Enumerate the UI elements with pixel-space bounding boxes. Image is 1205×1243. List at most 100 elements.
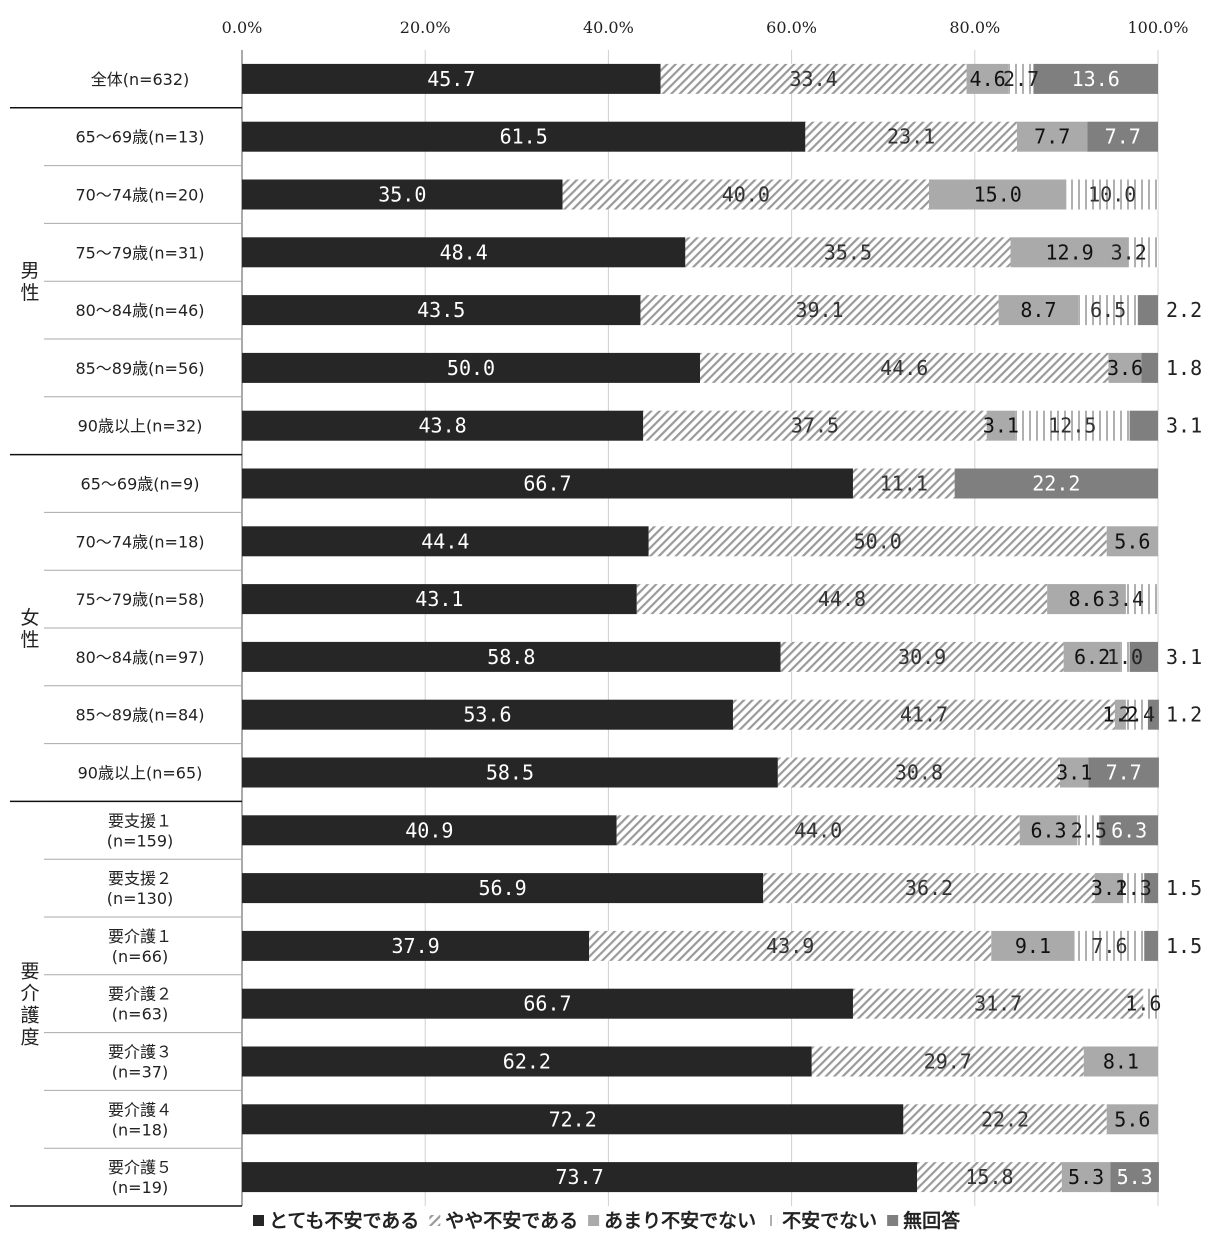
- data-label: 44.6: [880, 356, 928, 380]
- category-label: 70～74歳(n=18): [75, 532, 204, 551]
- data-label: 2.5: [1071, 818, 1107, 842]
- bar-segment-not-very-anxious: [1016, 121, 1088, 152]
- data-label: 33.4: [789, 67, 837, 91]
- data-label: 29.7: [924, 1050, 972, 1074]
- bar-segment-not-very-anxious: [1063, 641, 1121, 672]
- data-label: 44.0: [794, 818, 842, 842]
- data-label: 15.8: [965, 1165, 1013, 1189]
- bar-segment-not-anxious: [1015, 410, 1130, 441]
- bar-segment-not-anxious: [1123, 873, 1145, 904]
- data-labels: 45.7 33.4 4.62.7 13.6 61.5 23.1 7.7 7.7 35.0 40.0…: [378, 67, 1202, 1189]
- data-label: 1.0: [1107, 645, 1143, 669]
- data-label: 44.8: [818, 587, 866, 611]
- group-label-char: 性: [20, 282, 39, 304]
- bar-segment-not-very-anxious: [1106, 1104, 1158, 1135]
- bar-segment-somewhat-anxious: [589, 930, 992, 961]
- bar-segment-not-anxious: [1125, 699, 1148, 730]
- data-label: 1.5: [1166, 876, 1202, 900]
- bar-segment-no-answer: [1087, 121, 1158, 152]
- data-label: 53.6: [463, 703, 511, 727]
- bar-segment-somewhat-anxious: [852, 468, 955, 499]
- data-label: 7.7: [1106, 761, 1142, 785]
- bar-segment-very-anxious: [242, 988, 853, 1019]
- legend-swatch: [253, 1215, 264, 1226]
- bar-segment-very-anxious: [242, 121, 806, 152]
- category-label-line: (n=159): [107, 831, 174, 850]
- data-label: 36.2: [905, 876, 953, 900]
- bar-segment-somewhat-anxious: [777, 757, 1060, 788]
- category-label-line: (n=66): [112, 947, 168, 966]
- category-label-line: (n=18): [112, 1120, 168, 1139]
- data-label: 5.6: [1114, 529, 1150, 553]
- bar-segment-somewhat-anxious: [562, 179, 929, 210]
- bar-segment-somewhat-anxious: [616, 815, 1020, 846]
- category-label-line: (n=130): [107, 889, 174, 908]
- bar-segment-not-very-anxious: [1010, 237, 1129, 268]
- bars: [242, 63, 1159, 1193]
- data-label: 58.5: [486, 761, 534, 785]
- category-label-line: 要介護１: [108, 927, 172, 946]
- bar-segment-very-anxious: [242, 641, 781, 672]
- data-label: 50.0: [854, 529, 902, 553]
- data-label: 43.8: [419, 414, 467, 438]
- bar-segment-not-anxious: [1125, 584, 1158, 615]
- category-label: 要支援１(n=159): [107, 811, 174, 850]
- data-label: 8.7: [1020, 298, 1056, 322]
- category-label: 90歳以上(n=65): [78, 764, 203, 783]
- data-label: 7.7: [1105, 125, 1141, 149]
- group-label-char: 度: [20, 1027, 39, 1049]
- bar-segment-very-anxious: [242, 352, 700, 383]
- data-label: 8.1: [1103, 1050, 1139, 1074]
- legend-label: 不安でない: [782, 1209, 877, 1232]
- group-label: 要介護度: [20, 961, 39, 1049]
- data-label: 3.4: [1108, 587, 1144, 611]
- data-label: 2.4: [1119, 703, 1155, 727]
- category-label: 要介護４(n=18): [108, 1100, 172, 1139]
- gridlines: [424, 50, 1159, 1206]
- bar-segment-not-very-anxious: [1083, 1046, 1158, 1077]
- bar-segment-somewhat-anxious: [732, 699, 1115, 730]
- category-label: 65～69歳(n=9): [81, 475, 200, 494]
- data-label: 2.3: [1116, 876, 1152, 900]
- category-label-line: (n=19): [112, 1178, 168, 1197]
- bar-segment-very-anxious: [242, 526, 649, 557]
- x-tick-label: 100.0%: [1127, 18, 1188, 37]
- legend-label: やや不安である: [445, 1209, 578, 1232]
- bar-segment-somewhat-anxious: [811, 1046, 1084, 1077]
- bar-segment-very-anxious: [242, 468, 853, 499]
- bar-segment-not-anxious: [1120, 641, 1130, 672]
- group-label-char: 女: [20, 607, 39, 629]
- category-label-line: 70～74歳(n=20): [75, 186, 204, 205]
- bar-segment-very-anxious: [242, 1162, 918, 1193]
- legend-swatch: [766, 1215, 778, 1226]
- bar-segment-not-very-anxious: [998, 295, 1079, 326]
- data-label: 50.0: [447, 356, 495, 380]
- data-label: 41.7: [900, 703, 948, 727]
- bar-segment-very-anxious: [242, 699, 733, 730]
- category-label-line: 85～89歳(n=56): [75, 359, 204, 378]
- category-label-line: 全体(n=632): [91, 70, 190, 89]
- bar-segment-no-answer: [1137, 295, 1158, 326]
- bar-segment-no-answer: [1110, 1162, 1159, 1193]
- data-label: 23.1: [887, 125, 935, 149]
- data-label: 48.4: [440, 240, 488, 264]
- legend-swatch: [887, 1215, 899, 1226]
- bar-segment-not-very-anxious: [1047, 584, 1126, 615]
- data-label: 43.5: [417, 298, 465, 322]
- bar-segment-not-very-anxious: [1108, 352, 1142, 383]
- data-label: 1.5: [1166, 934, 1202, 958]
- category-label: 75～79歳(n=58): [75, 590, 204, 609]
- bar-segment-not-very-anxious: [1094, 873, 1124, 904]
- data-label: 7.7: [1034, 125, 1070, 149]
- bar-segment-somewhat-anxious: [917, 1162, 1062, 1193]
- category-label: 90歳以上(n=32): [78, 417, 203, 436]
- bar-segment-not-anxious: [1008, 63, 1034, 94]
- data-label: 6.5: [1090, 298, 1126, 322]
- data-label: 1.6: [1125, 992, 1161, 1016]
- data-label: 58.8: [487, 645, 535, 669]
- data-label: 8.6: [1068, 587, 1104, 611]
- category-label: 75～79歳(n=31): [75, 243, 204, 262]
- data-label: 45.7: [427, 67, 475, 91]
